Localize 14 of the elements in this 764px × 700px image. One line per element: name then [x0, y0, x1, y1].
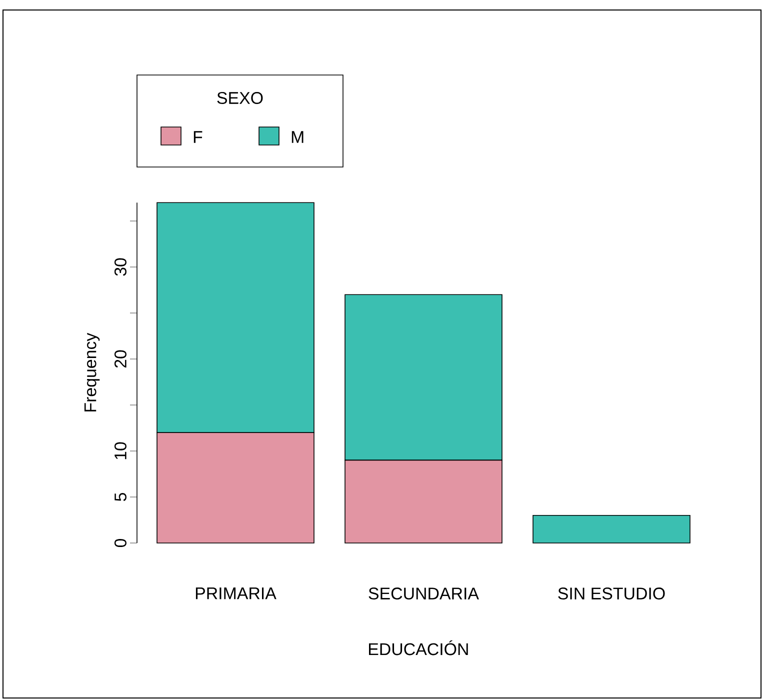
legend-label: M [292, 131, 304, 143]
bar [532, 515, 690, 544]
x-tick-label: SIN ESTUDIO [558, 588, 665, 600]
legend-title: SEXO [217, 92, 263, 104]
y-axis-title: Frequency [84, 332, 100, 412]
y-tick-label: 20 [114, 350, 126, 368]
x-axis-title: EDUCACIÓN [369, 640, 468, 656]
y-tick-label: 5 [114, 493, 126, 502]
y-tick-label: 0 [114, 538, 126, 548]
y-tick-label: 10 [114, 442, 126, 460]
y-tick-label: 30 [114, 258, 126, 276]
legend-label: F [194, 131, 202, 143]
x-tick-label: SECUNDARIA [368, 588, 479, 600]
x-tick-label: PRIMARIA [196, 588, 276, 600]
